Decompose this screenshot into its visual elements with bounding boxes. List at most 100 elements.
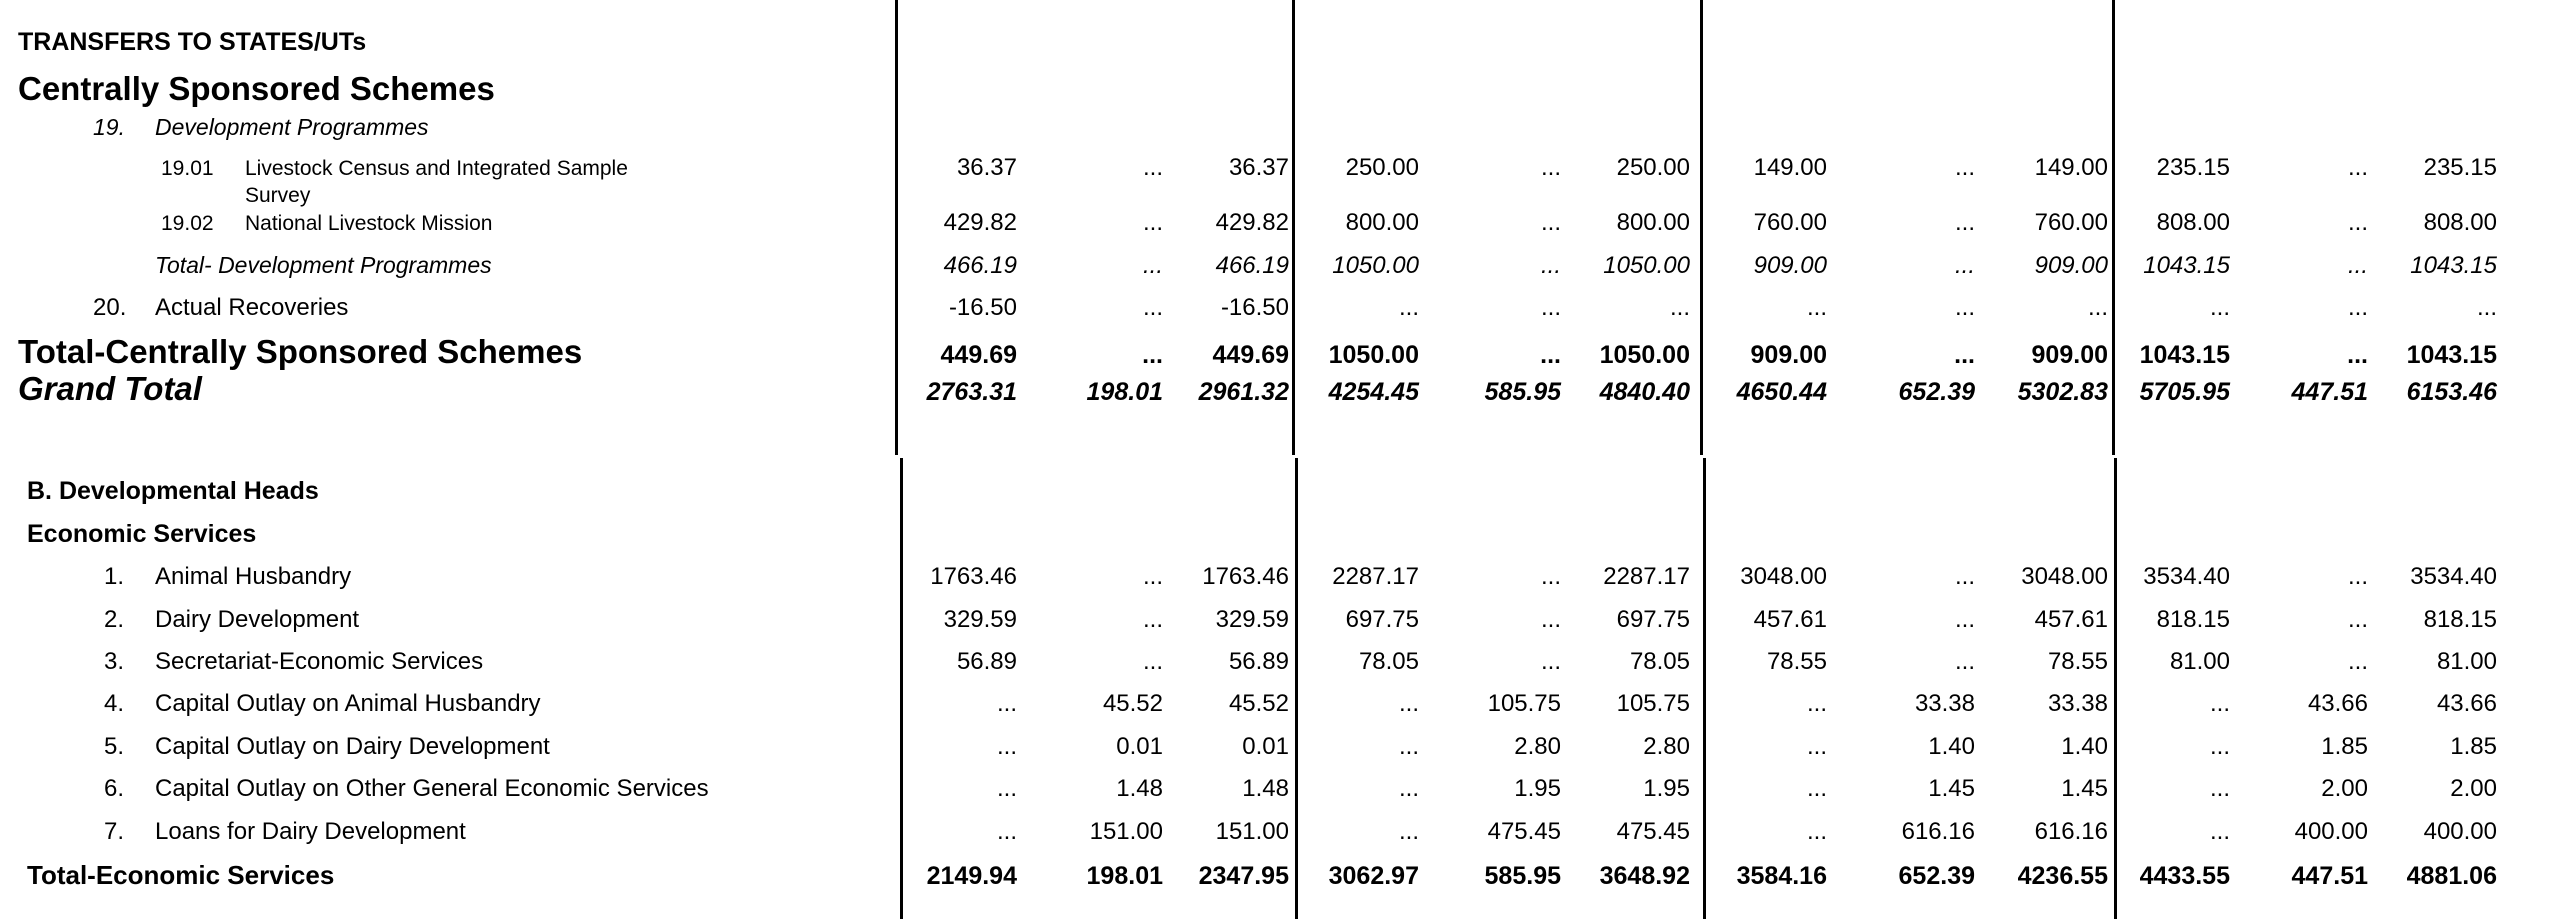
value-cell: 808.00 <box>2423 209 2497 236</box>
table-row: 2. Dairy Development 329.59... 329.59 697.75… <box>0 606 2560 634</box>
section-developmental-heads: B. Developmental Heads Economic Services 1… <box>0 458 2560 919</box>
value-cell: 4650.44 <box>1736 378 1827 406</box>
value-cell: 909.00 <box>1753 252 1827 279</box>
value-cell: 4840.40 <box>1599 378 1690 406</box>
value-cell: 3584.16 <box>1736 862 1827 890</box>
table-row: 19. Development Programmes <box>0 114 2560 141</box>
row-label-text: National Livestock Mission <box>245 212 493 235</box>
value-cell: ... <box>2347 154 2368 181</box>
value-cell: 616.16 <box>1901 818 1975 845</box>
value-cell: 909.00 <box>1750 341 1827 369</box>
row-label: 1. Animal Husbandry <box>0 563 895 591</box>
row-label-text: Livestock Census and Integrated Sample S… <box>245 157 628 207</box>
value-cell: 1.45 <box>2061 775 2108 802</box>
row-label: Grand Total <box>0 372 895 406</box>
value-cell: ... <box>1540 209 1561 236</box>
value-cell: 43.66 <box>2307 690 2368 717</box>
value-cell: 151.00 <box>1215 818 1289 845</box>
row-label: 7. Loans for Dairy Development <box>0 818 895 846</box>
value-cell: 429.82 <box>943 209 1017 236</box>
row-serial-number: 19.01 <box>161 157 214 180</box>
value-cell: ... <box>1954 341 1975 369</box>
value-cell: 5705.95 <box>2139 378 2230 406</box>
value-cell: 2.80 <box>1643 733 1690 760</box>
value-cell: 151.00 <box>1089 818 1163 845</box>
row-label: Total-Economic Services <box>0 860 895 890</box>
value-cell: ... <box>1806 733 1827 760</box>
value-cell: ... <box>1142 648 1163 675</box>
value-cell: ... <box>2209 733 2230 760</box>
value-cell: ... <box>1540 294 1561 321</box>
value-cell: 78.55 <box>2047 648 2108 675</box>
column-divider-rule <box>1703 458 1706 919</box>
value-cell: 2149.94 <box>926 862 1017 890</box>
value-cell: 78.05 <box>1629 648 1690 675</box>
value-cell: 1043.15 <box>2410 252 2497 279</box>
value-cell: ... <box>996 733 1017 760</box>
column-divider-rule <box>1292 0 1295 455</box>
value-cell: 198.01 <box>1086 862 1163 890</box>
value-cell: ... <box>1398 818 1419 845</box>
value-cell: ... <box>1540 154 1561 181</box>
table-row: 6. Capital Outlay on Other General Econom… <box>0 775 2560 803</box>
value-cell: 3062.97 <box>1328 862 1419 890</box>
row-serial-number: 19. <box>93 114 125 140</box>
value-cell: ... <box>1540 252 1561 279</box>
value-cell: 457.61 <box>1753 606 1827 633</box>
table-row: 19.01 Livestock Census and Integrated Sam… <box>0 154 2560 209</box>
row-label: TRANSFERS TO STATES/UTs <box>0 28 895 57</box>
value-cell: 1.95 <box>1643 775 1690 802</box>
value-cell: 475.45 <box>1487 818 1561 845</box>
value-cell: 457.61 <box>2034 606 2108 633</box>
value-cell: 1043.15 <box>2139 341 2230 369</box>
row-label-text: Development Programmes <box>155 114 429 140</box>
row-serial-number: 1. <box>103 563 124 590</box>
row-label: Total-Centrally Sponsored Schemes <box>0 335 895 369</box>
value-cell: 2287.17 <box>1332 563 1419 590</box>
value-cell: 3048.00 <box>1740 563 1827 590</box>
value-cell: ... <box>1398 294 1419 321</box>
value-cell: ... <box>2347 341 2368 369</box>
row-serial-number: 2. <box>103 606 124 633</box>
row-label: 2. Dairy Development <box>0 606 895 634</box>
value-cell: 400.00 <box>2423 818 2497 845</box>
value-cell: 36.37 <box>956 154 1017 181</box>
table-row: Centrally Sponsored Schemes <box>0 70 2560 108</box>
value-cell: 1763.46 <box>930 563 1017 590</box>
row-serial-number: 19.02 <box>161 212 214 235</box>
value-cell: 760.00 <box>1753 209 1827 236</box>
value-cell: ... <box>1806 690 1827 717</box>
value-cell: 5302.83 <box>2017 378 2108 406</box>
value-cell: 56.89 <box>1228 648 1289 675</box>
value-cell: ... <box>1142 563 1163 590</box>
value-cell: ... <box>1142 209 1163 236</box>
row-label-text: Centrally Sponsored Schemes <box>18 70 495 107</box>
value-cell: 818.15 <box>2156 606 2230 633</box>
row-label: 19. Development Programmes <box>0 114 895 141</box>
value-cell: -16.50 <box>1220 294 1289 321</box>
value-cell: 1.85 <box>2321 733 2368 760</box>
value-cell: ... <box>2087 294 2108 321</box>
value-cell: ... <box>1806 294 1827 321</box>
value-cell: 78.55 <box>1766 648 1827 675</box>
value-cell: 149.00 <box>2034 154 2108 181</box>
value-cell: 1.40 <box>2061 733 2108 760</box>
row-serial-number: 7. <box>103 818 124 845</box>
row-label: 3. Secretariat-Economic Services <box>0 648 895 676</box>
row-label-text: Grand Total <box>18 370 202 407</box>
row-label: 6. Capital Outlay on Other General Econom… <box>0 775 895 803</box>
column-divider-rule <box>2112 0 2115 455</box>
table-row: Total-Centrally Sponsored Schemes 449.69.… <box>0 335 2560 372</box>
row-label-text: Secretariat-Economic Services <box>155 648 484 675</box>
value-cell: ... <box>2209 294 2230 321</box>
value-cell: 3048.00 <box>2021 563 2108 590</box>
value-cell: 1.48 <box>1242 775 1289 802</box>
value-cell: 1050.00 <box>1603 252 1690 279</box>
value-cell: 1050.00 <box>1599 341 1690 369</box>
value-cell: 3534.40 <box>2143 563 2230 590</box>
row-label: 20. Actual Recoveries <box>0 294 895 322</box>
row-label: 5. Capital Outlay on Dairy Development <box>0 733 895 761</box>
value-cell: 447.51 <box>2291 378 2368 406</box>
row-label-text: B. Developmental Heads <box>27 477 319 505</box>
